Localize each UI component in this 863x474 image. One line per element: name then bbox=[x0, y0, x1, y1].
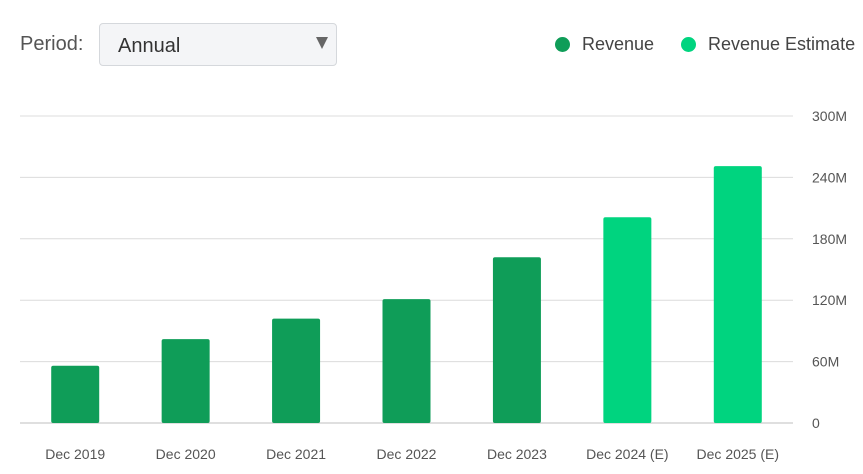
bar[interactable] bbox=[713, 166, 762, 424]
chevron-down-icon bbox=[316, 37, 328, 49]
legend-item-revenue-estimate: Revenue Estimate bbox=[681, 34, 861, 56]
x-tick-label: Dec 2021 bbox=[266, 446, 326, 462]
bar[interactable] bbox=[603, 217, 652, 423]
bars bbox=[51, 166, 762, 424]
x-tick-label: Dec 2025 (E) bbox=[697, 446, 779, 462]
bar[interactable] bbox=[161, 339, 210, 423]
period-select-value: Annual bbox=[118, 35, 181, 57]
legend-item-revenue: Revenue bbox=[555, 34, 665, 56]
legend-label: Revenue bbox=[582, 34, 655, 54]
y-tick-label: 180M bbox=[812, 231, 847, 247]
revenue-dot-icon bbox=[555, 37, 570, 52]
x-tick-label: Dec 2024 (E) bbox=[586, 446, 668, 462]
bar[interactable] bbox=[51, 365, 100, 423]
period-select[interactable]: Annual bbox=[99, 23, 337, 66]
y-tick-label: 60M bbox=[812, 354, 839, 370]
bar[interactable] bbox=[272, 318, 321, 423]
bar[interactable] bbox=[492, 257, 541, 423]
x-tick-label: Dec 2019 bbox=[45, 446, 105, 462]
period-label: Period: bbox=[20, 33, 84, 55]
legend-label: Revenue Estimate bbox=[708, 34, 856, 54]
x-tick-label: Dec 2022 bbox=[377, 446, 437, 462]
x-axis-ticks: Dec 2019 Dec 2020 Dec 2021 Dec 2022 Dec 2023… bbox=[45, 446, 779, 462]
x-tick-label: Dec 2023 bbox=[487, 446, 547, 462]
y-tick-label: 300M bbox=[812, 108, 847, 124]
y-tick-label: 120M bbox=[812, 292, 847, 308]
y-tick-label: 240M bbox=[812, 169, 847, 185]
y-tick-label: 0 bbox=[812, 415, 820, 431]
bar[interactable] bbox=[382, 299, 431, 423]
x-tick-label: Dec 2020 bbox=[156, 446, 216, 462]
revenue-estimate-dot-icon bbox=[681, 37, 696, 52]
y-axis-ticks: 0 60M 120M 180M 240M 300M bbox=[812, 108, 847, 431]
